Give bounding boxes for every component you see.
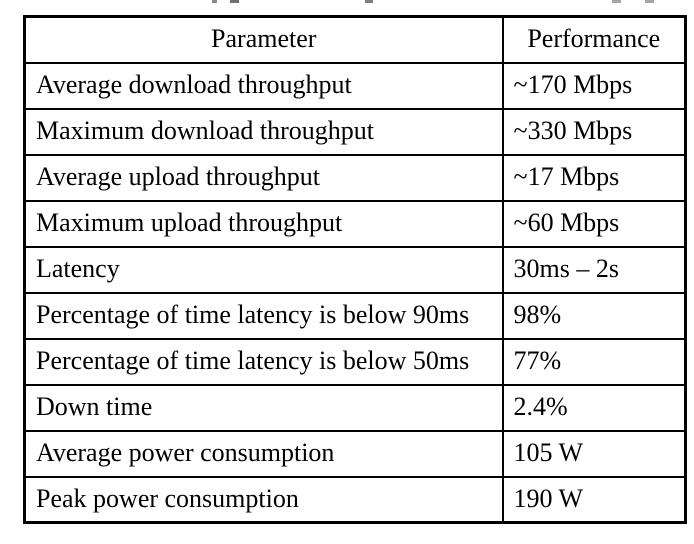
- table-row: Percentage of time latency is below 50ms…: [23, 337, 687, 386]
- table-header-row: Parameter Performance: [23, 15, 687, 64]
- table-row: Latency 30ms – 2s: [23, 245, 687, 294]
- parameter-cell: Percentage of time latency is below 90ms: [23, 291, 504, 340]
- caption-fragment: [612, 0, 621, 3]
- table-row: Average download throughput ~170 Mbps: [23, 61, 687, 110]
- table-row: Percentage of time latency is below 90ms…: [23, 291, 687, 340]
- parameter-cell: Maximum upload throughput: [23, 199, 504, 248]
- column-header-performance: Performance: [501, 15, 687, 64]
- parameter-cell: Maximum download throughput: [23, 107, 504, 156]
- caption-fragment: [365, 0, 373, 3]
- performance-cell: ~60 Mbps: [501, 199, 687, 248]
- performance-table: Parameter Performance Average download t…: [23, 15, 687, 524]
- caption-fragment: [212, 0, 217, 3]
- parameter-cell: Average upload throughput: [23, 153, 504, 202]
- performance-cell: 30ms – 2s: [501, 245, 687, 294]
- parameter-cell: Peak power consumption: [23, 475, 504, 524]
- performance-cell: ~17 Mbps: [501, 153, 687, 202]
- performance-cell: 190 W: [501, 475, 687, 524]
- performance-cell: 98%: [501, 291, 687, 340]
- column-header-parameter: Parameter: [23, 15, 504, 64]
- parameter-cell: Average power consumption: [23, 429, 504, 478]
- performance-cell: 77%: [501, 337, 687, 386]
- parameter-cell: Percentage of time latency is below 50ms: [23, 337, 504, 386]
- parameter-cell: Average download throughput: [23, 61, 504, 110]
- caption-fragment: [645, 0, 654, 3]
- table-row: Maximum upload throughput ~60 Mbps: [23, 199, 687, 248]
- performance-cell: ~330 Mbps: [501, 107, 687, 156]
- performance-cell: 2.4%: [501, 383, 687, 432]
- table-row: Down time 2.4%: [23, 383, 687, 432]
- performance-cell: ~170 Mbps: [501, 61, 687, 110]
- table-row: Maximum download throughput ~330 Mbps: [23, 107, 687, 156]
- performance-cell: 105 W: [501, 429, 687, 478]
- parameter-cell: Down time: [23, 383, 504, 432]
- parameter-cell: Latency: [23, 245, 504, 294]
- table-row: Average upload throughput ~17 Mbps: [23, 153, 687, 202]
- table-row: Average power consumption 105 W: [23, 429, 687, 478]
- table-row: Peak power consumption 190 W: [23, 475, 687, 524]
- caption-fragment: [230, 0, 239, 3]
